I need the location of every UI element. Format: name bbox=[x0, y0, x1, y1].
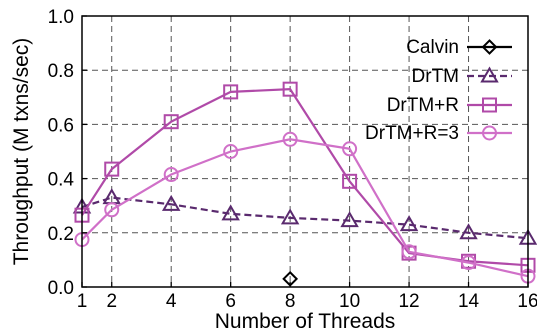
legend-marker bbox=[481, 39, 498, 55]
x-tick-label: 10 bbox=[339, 291, 360, 312]
x-tick-label: 4 bbox=[166, 291, 177, 312]
data-point bbox=[280, 208, 300, 225]
plot-frame bbox=[81, 15, 529, 288]
series-line bbox=[81, 196, 529, 240]
x-tick-label: 1 bbox=[77, 291, 88, 312]
data-point bbox=[223, 84, 239, 100]
x-tick-label: 8 bbox=[285, 291, 296, 312]
data-point bbox=[399, 215, 419, 232]
y-axis-title: Throughput (M txns/sec) bbox=[10, 38, 33, 266]
x-tick-label: 6 bbox=[225, 291, 236, 312]
y-tick-label: 0.2 bbox=[48, 224, 74, 245]
data-point bbox=[282, 131, 298, 147]
legend-label: DrTM+R bbox=[387, 95, 459, 116]
y-tick-label: 0.0 bbox=[48, 278, 74, 299]
legend-marker bbox=[482, 125, 497, 141]
series-group bbox=[72, 81, 537, 287]
legend-item: DrTM+R=3 bbox=[365, 123, 512, 144]
legend-item: DrTM+R bbox=[387, 95, 512, 116]
data-point bbox=[221, 204, 240, 221]
legend-marker bbox=[480, 66, 499, 83]
legend-marker bbox=[482, 97, 497, 113]
data-point bbox=[401, 244, 417, 260]
data-point bbox=[161, 194, 181, 211]
x-tick-label: 16 bbox=[517, 291, 537, 312]
data-point bbox=[461, 255, 477, 271]
series-line bbox=[81, 138, 529, 278]
data-point bbox=[223, 144, 239, 159]
series-drtm-r bbox=[74, 81, 536, 273]
legend-item: DrTM bbox=[412, 66, 512, 87]
data-point bbox=[104, 161, 120, 177]
legend-label: DrTM+R=3 bbox=[365, 123, 459, 144]
series-drtm bbox=[72, 188, 537, 245]
x-axis-title: Number of Threads bbox=[215, 310, 396, 332]
data-point bbox=[342, 141, 358, 157]
legend-label: Calvin bbox=[406, 37, 459, 58]
data-point bbox=[163, 167, 179, 183]
x-tick-label: 12 bbox=[398, 291, 419, 312]
data-point bbox=[342, 173, 358, 189]
data-point bbox=[163, 114, 179, 130]
data-point bbox=[104, 202, 120, 218]
legend: Calvin DrTM DrTM+R DrTM+R=3 bbox=[365, 37, 512, 144]
y-tick-label: 0.4 bbox=[48, 170, 75, 191]
legend-label: DrTM bbox=[412, 66, 459, 87]
data-point bbox=[459, 223, 478, 240]
ticks: 1 2 4 6 8 10 12 14 16 0.0 0.2 0.4 0.6 0.8 1.0 bbox=[48, 7, 537, 312]
x-tick-label: 2 bbox=[106, 291, 117, 312]
grid bbox=[82, 16, 528, 287]
y-tick-label: 0.8 bbox=[48, 61, 74, 82]
x-tick-label: 14 bbox=[458, 291, 480, 312]
data-point bbox=[282, 81, 298, 97]
y-tick-label: 0.6 bbox=[48, 115, 74, 136]
legend-item: Calvin bbox=[406, 37, 512, 58]
y-tick-label: 1.0 bbox=[48, 7, 74, 28]
data-point bbox=[340, 211, 359, 228]
